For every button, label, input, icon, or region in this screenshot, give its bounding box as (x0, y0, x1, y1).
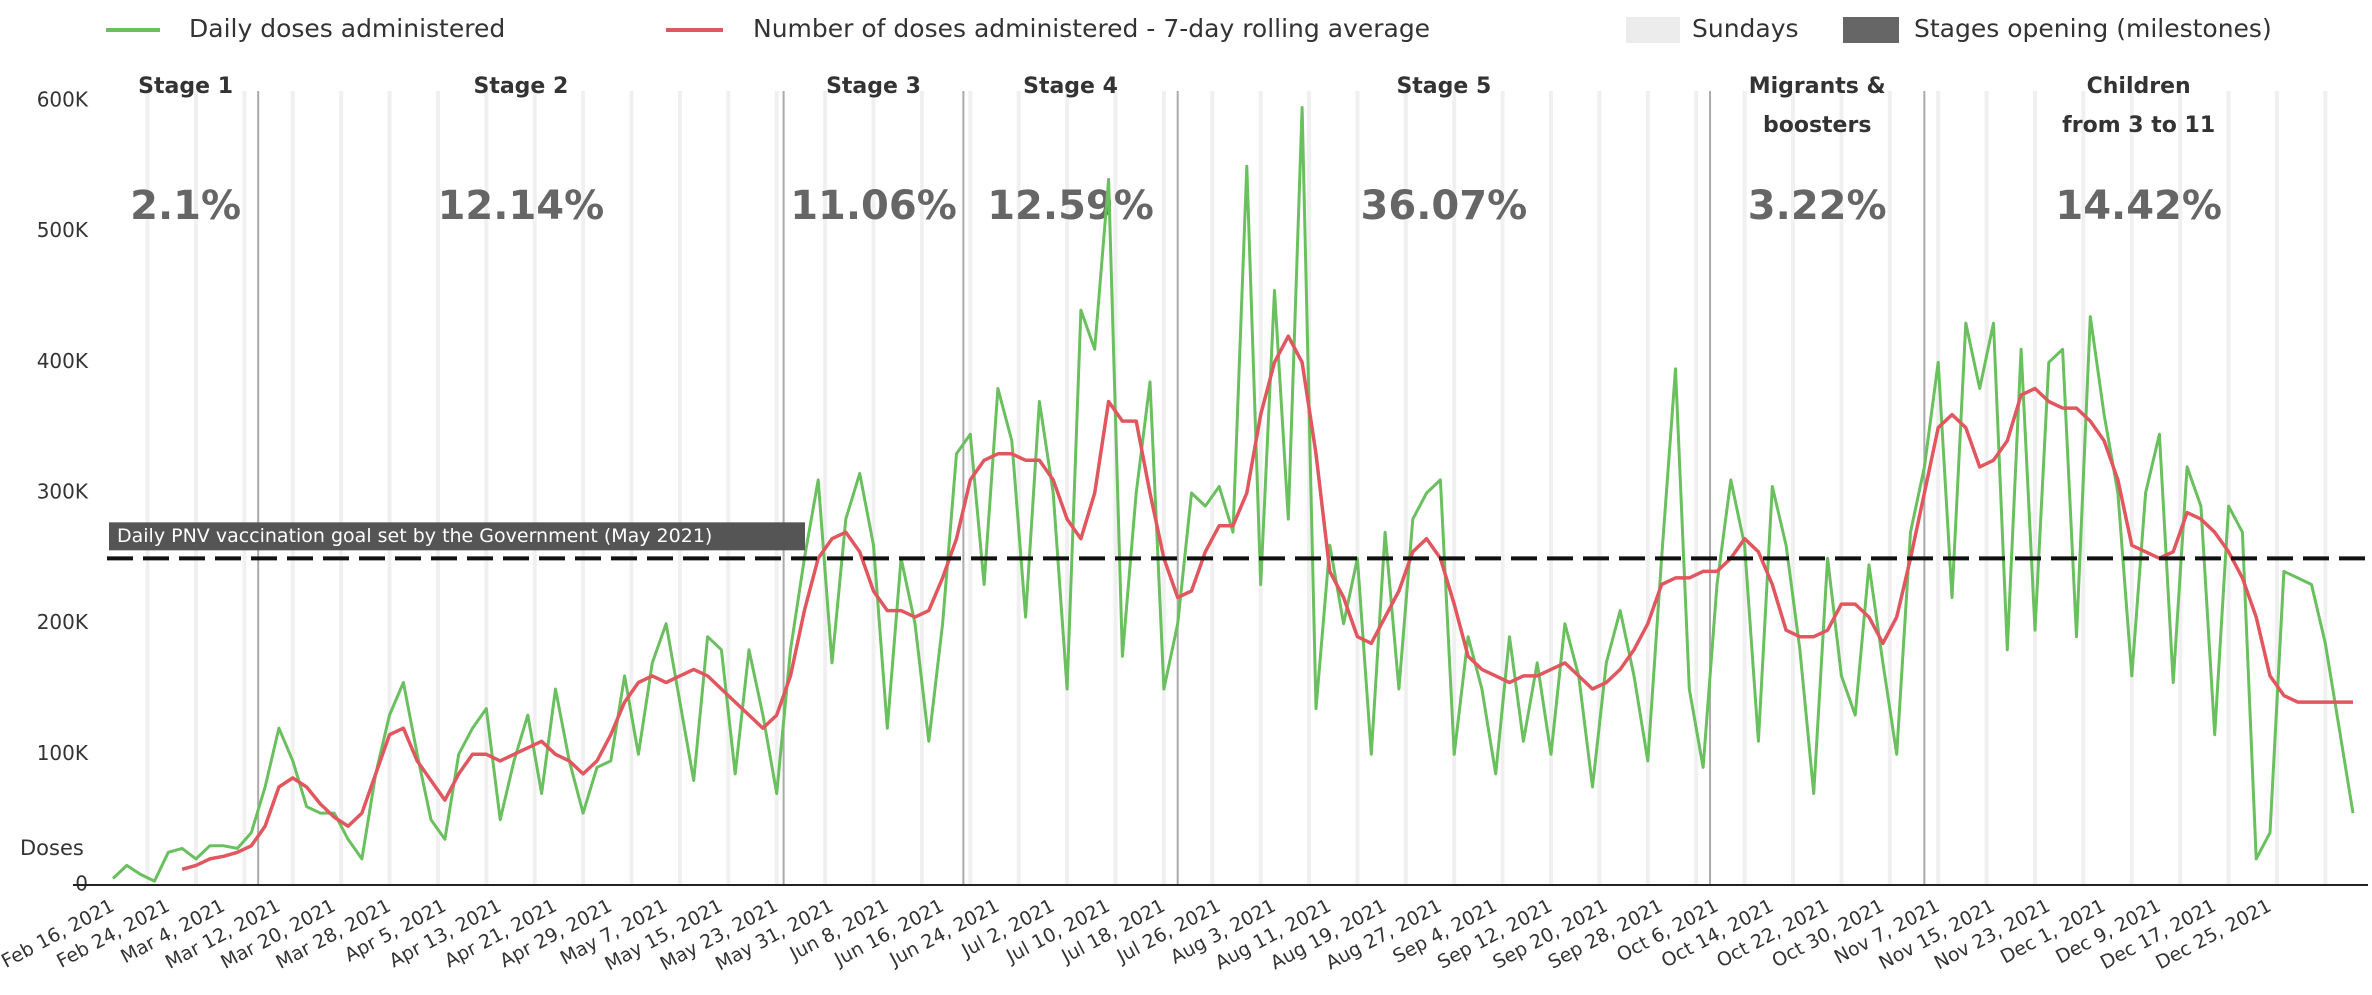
legend-swatch (1843, 17, 1899, 43)
y-tick-label: 0 (75, 872, 88, 896)
sunday-band (1549, 91, 1554, 885)
stage-share: 36.07% (1361, 183, 1528, 229)
stage-share: 14.42% (2055, 183, 2222, 229)
y-axis-label: Doses (20, 836, 84, 860)
sunday-band (1403, 91, 1408, 885)
sunday-band (871, 91, 876, 885)
sunday-band (726, 91, 731, 885)
stage-share: 3.22% (1748, 183, 1887, 229)
sunday-band (484, 91, 489, 885)
sunday-band (1258, 91, 1263, 885)
y-tick-label: 200K (37, 610, 89, 634)
sunday-band (1984, 91, 1989, 885)
y-tick-label: 600K (37, 88, 89, 112)
goal-label-box (109, 522, 805, 551)
sunday-band (1210, 91, 1215, 885)
stage-share: 12.14% (438, 183, 605, 229)
sunday-band (1500, 91, 1505, 885)
sunday-band (968, 91, 973, 885)
sunday-band (823, 91, 828, 885)
sunday-band (1355, 91, 1360, 885)
stage-name: from 3 to 11 (2062, 113, 2215, 138)
sunday-band (2178, 91, 2183, 885)
sunday-band (1887, 91, 1892, 885)
sunday-band (290, 91, 295, 885)
y-tick-label: 400K (37, 349, 89, 373)
stage-name: Migrants & (1749, 74, 1886, 99)
stage-share: 12.59% (987, 183, 1154, 229)
stage-name: Stage 2 (473, 74, 568, 99)
sunday-band (1645, 91, 1650, 885)
sunday-band (387, 91, 392, 885)
sunday-band (919, 91, 924, 885)
legend-label: Number of doses administered - 7-day rol… (753, 14, 1430, 43)
stage-name: boosters (1763, 113, 1871, 138)
sunday-band (774, 91, 779, 885)
stage-name: Stage 4 (1023, 74, 1118, 99)
sunday-band (532, 91, 537, 885)
sunday-band (1016, 91, 1021, 885)
sunday-band (2323, 91, 2328, 885)
y-tick-label: 300K (37, 480, 89, 504)
sunday-band (435, 91, 440, 885)
stage-share: 2.1% (130, 183, 241, 229)
series-line (111, 106, 2355, 883)
sunday-band (2032, 91, 2037, 885)
sunday-band (1452, 91, 1457, 885)
sunday-band (629, 91, 634, 885)
stage-name: Stage 1 (138, 74, 233, 99)
sunday-band (1597, 91, 1602, 885)
legend-swatch (1626, 17, 1680, 43)
sunday-band (1742, 91, 1747, 885)
sunday-band (193, 91, 198, 885)
legend-label: Stages opening (milestones) (1914, 14, 2272, 43)
sunday-band (1936, 91, 1941, 885)
sunday-band (2226, 91, 2231, 885)
sunday-band (339, 91, 344, 885)
stage-name: Children (2087, 74, 2191, 99)
sunday-band (677, 91, 682, 885)
sunday-band (581, 91, 586, 885)
stage-share: 11.06% (790, 183, 957, 229)
sunday-band (242, 91, 247, 885)
y-tick-label: 500K (37, 218, 89, 242)
sunday-band (2274, 91, 2279, 885)
stage-name: Stage 5 (1396, 74, 1491, 99)
stage-name: Stage 3 (826, 74, 921, 99)
sunday-band (1839, 91, 1844, 885)
sunday-band (1694, 91, 1699, 885)
sunday-band (1307, 91, 1312, 885)
series-line (181, 334, 2353, 871)
sunday-band (145, 91, 150, 885)
sunday-band (1791, 91, 1795, 885)
goal-label: Daily PNV vaccination goal set by the Go… (117, 525, 712, 547)
legend-label: Daily doses administered (189, 14, 505, 43)
sunday-band (1161, 91, 1166, 885)
foreground-layer: Stage 1 2.1% Stage 2 12.14% Stage 3 11.06% Sta… (0, 74, 2368, 975)
sunday-band (1113, 91, 1118, 885)
sunday-band (1065, 91, 1070, 885)
y-tick-label: 100K (37, 741, 89, 765)
sunday-band (2129, 91, 2134, 885)
legend-label: Sundays (1692, 14, 1799, 43)
